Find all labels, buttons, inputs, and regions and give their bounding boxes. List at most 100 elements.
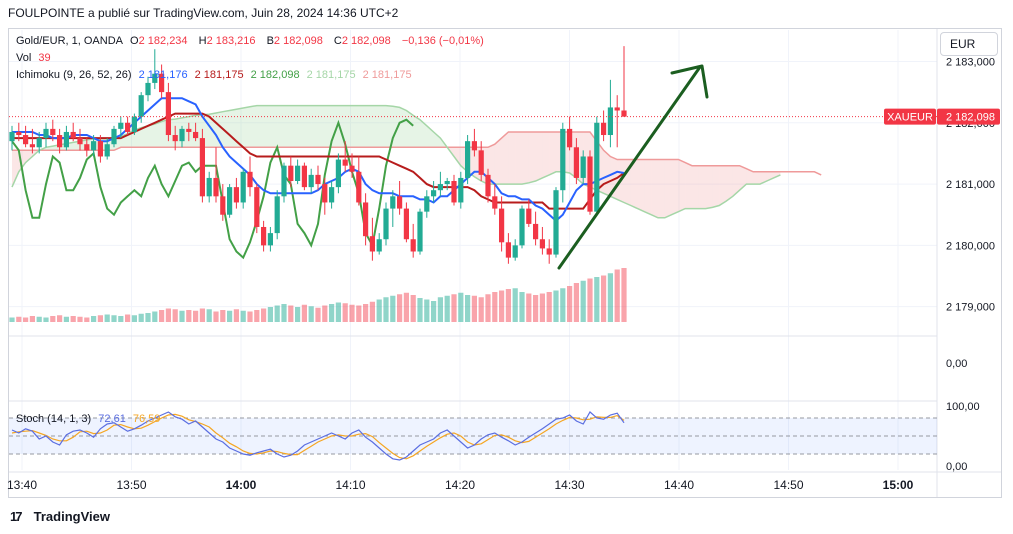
volume-bar <box>539 293 545 322</box>
cloud-segment <box>549 131 556 175</box>
span-b-value: 2 181,175 <box>362 69 412 81</box>
volume-bar <box>36 316 42 322</box>
volume-bar <box>397 294 403 322</box>
tradingview-brand[interactable]: 17 TradingView <box>10 509 110 524</box>
volume-bar <box>492 292 498 322</box>
volume-bar <box>553 290 559 322</box>
volume-bar <box>383 297 389 322</box>
currency-button[interactable]: EUR <box>940 32 998 56</box>
candle-body <box>172 135 178 142</box>
price-tick-label: 2 179,000 <box>946 302 995 314</box>
candle-body <box>465 141 471 178</box>
symbol-tag <box>884 108 936 125</box>
volume-bar <box>63 316 69 322</box>
volume-bar <box>512 288 518 322</box>
volume-legend: Vol 39 <box>16 52 55 64</box>
ichimoku-label[interactable]: Ichimoku (9, 26, 52, 26) <box>16 69 132 81</box>
cloud-segment <box>522 131 529 185</box>
candle-body <box>240 171 246 203</box>
candle-body <box>220 196 226 215</box>
cloud-segment <box>413 115 420 148</box>
volume-bar <box>57 315 63 322</box>
candle-body <box>601 122 607 136</box>
cloud-segment <box>454 147 461 166</box>
volume-bar <box>485 294 491 322</box>
stoch-d-value: 76,59 <box>132 413 161 425</box>
candle-body <box>451 181 457 203</box>
cloud-segment <box>698 165 706 209</box>
time-tick-label: 14:50 <box>773 478 803 492</box>
candle-body <box>274 196 280 234</box>
cloud-segment <box>603 150 611 197</box>
chart-frame <box>8 28 1002 498</box>
volume-bar <box>342 303 348 322</box>
low-label: B <box>266 35 274 47</box>
cloud-segment <box>222 110 230 148</box>
candle-body <box>621 110 627 117</box>
volume-label[interactable]: Vol <box>16 52 32 64</box>
high-value: 2 183,216 <box>206 35 256 47</box>
volume-bar <box>50 316 56 322</box>
volume-bar <box>410 295 416 322</box>
volume-bar <box>614 269 620 322</box>
high-label: H <box>198 35 207 47</box>
volume-bar <box>131 315 137 322</box>
volume-bar <box>308 306 314 322</box>
time-tick-label: 14:00 <box>226 478 257 492</box>
cloud-segment <box>746 168 754 185</box>
cloud-segment <box>358 105 366 148</box>
cloud-segment <box>406 110 414 148</box>
candle-body <box>281 165 287 197</box>
volume-bar <box>125 314 131 322</box>
volume-bar <box>247 311 253 322</box>
volume-bar <box>186 310 192 322</box>
cloud-segment <box>256 105 264 148</box>
cloud-segment <box>263 105 271 148</box>
price-tag-value: 2 182,098 <box>946 112 995 124</box>
volume-bar <box>23 317 29 322</box>
candle-body <box>349 165 355 172</box>
candle-body <box>145 82 151 96</box>
candle-body <box>410 239 416 252</box>
cloud-segment <box>753 171 760 185</box>
cloud-segment <box>488 144 495 185</box>
time-tick-label: 15:00 <box>883 478 914 492</box>
cloud-segment <box>148 123 155 148</box>
candle-body <box>397 196 403 209</box>
candle-body <box>186 128 192 132</box>
candle-body <box>23 135 29 145</box>
volume-bar <box>301 304 307 322</box>
candle-body <box>91 141 97 151</box>
volume-bar <box>254 310 260 322</box>
stoch-label[interactable]: Stoch (14, 1, 3) <box>16 413 92 425</box>
open-value: 2 182,234 <box>138 35 188 47</box>
candle-body <box>383 208 389 240</box>
volume-bar <box>220 310 226 322</box>
volume-bar <box>91 316 97 322</box>
candle-body <box>403 208 409 240</box>
stoch-k-value: 72,61 <box>98 413 126 425</box>
low-value: 2 182,098 <box>273 35 323 47</box>
symbol-label[interactable]: Gold/EUR, 1, OANDA <box>16 35 123 47</box>
volume-bar <box>403 292 409 322</box>
price-tick-label: 2 180,000 <box>946 240 995 252</box>
volume-bar <box>152 311 158 322</box>
trend-arrow-shaft <box>557 65 702 270</box>
volume-bar <box>315 307 321 322</box>
close-value: 2 182,098 <box>341 35 391 47</box>
stoch-k-line <box>11 411 625 461</box>
candle-body <box>335 159 341 188</box>
candle-body <box>199 138 205 197</box>
volume-bar <box>261 308 267 322</box>
candle-body <box>57 135 63 148</box>
candle-body <box>614 107 620 111</box>
cloud-segment <box>12 150 19 188</box>
candle-body <box>179 128 185 142</box>
candle-body <box>261 226 267 246</box>
volume-bar <box>533 295 539 322</box>
candle-body <box>165 92 171 136</box>
candle-body <box>125 122 131 132</box>
cloud-segment <box>25 150 33 163</box>
candle-body <box>111 128 117 145</box>
